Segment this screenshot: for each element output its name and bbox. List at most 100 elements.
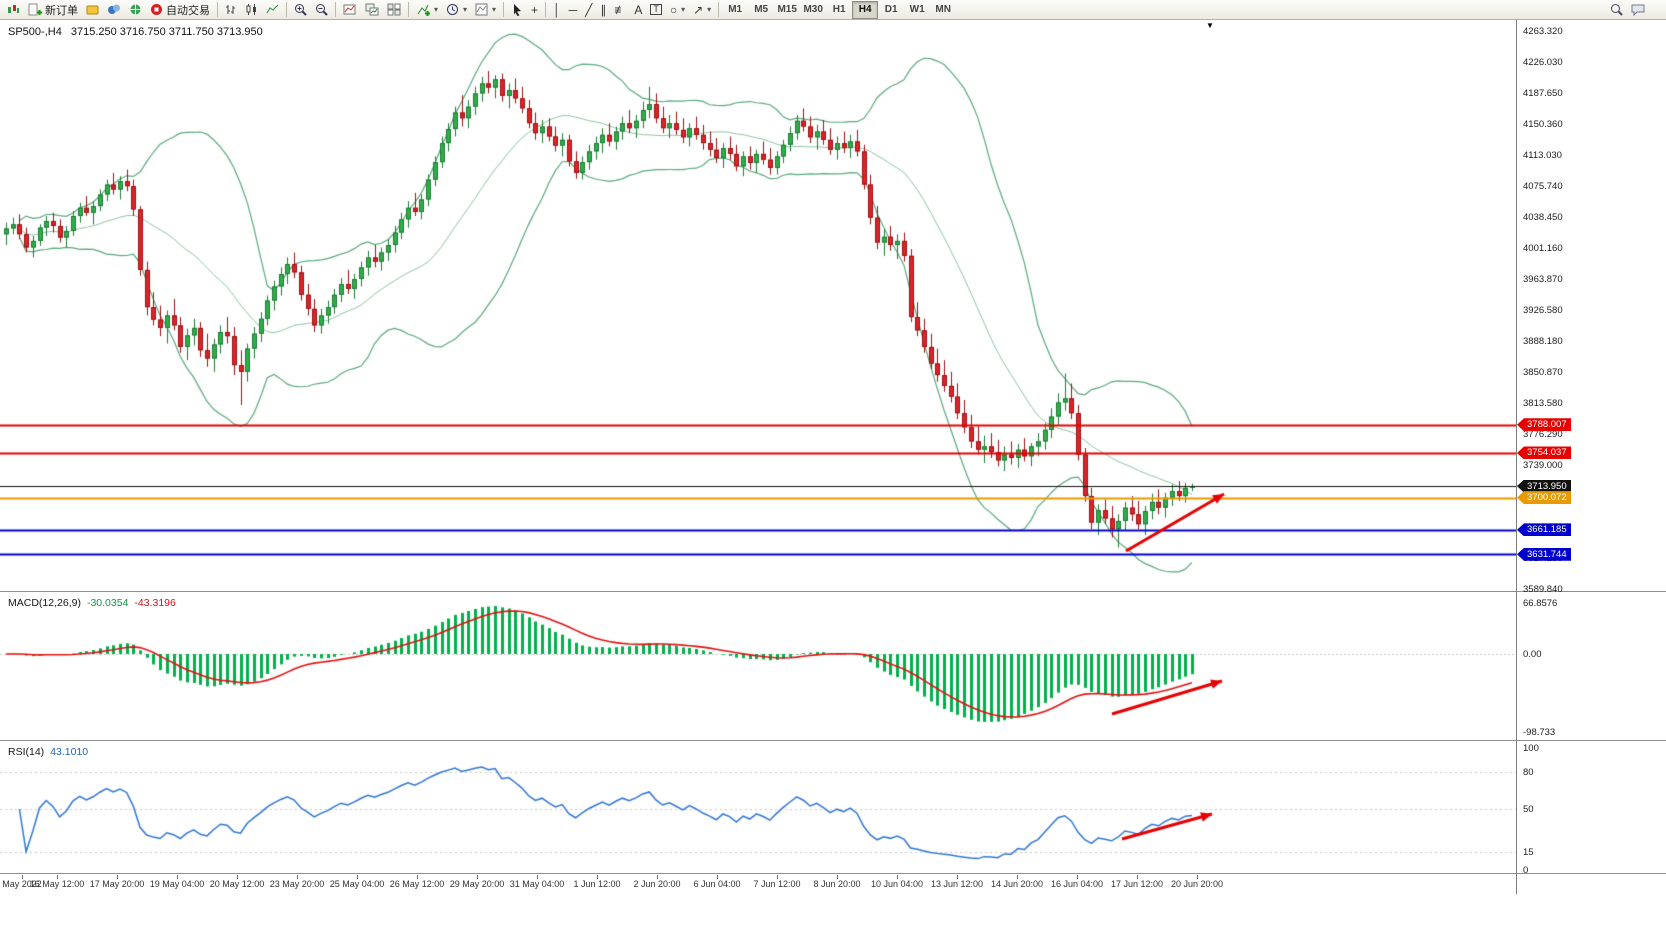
text-tool-button[interactable]: A — [634, 2, 643, 17]
main-toolbar: 新订单 自动交易 ▾ ▾ — [0, 0, 1666, 20]
rsi-canvas[interactable] — [0, 742, 1516, 874]
timeframe-button-m15[interactable]: M15 — [777, 4, 797, 15]
time-axis-tick — [957, 875, 958, 879]
time-axis-tick — [537, 875, 538, 879]
price-axis-label: 3776.290 — [1523, 429, 1563, 440]
time-axis-label: 16 May 12:00 — [29, 879, 85, 889]
macd-axis-label: 0.00 — [1523, 649, 1542, 660]
time-axis-tick — [597, 875, 598, 879]
time-axis-label: 10 Jun 04:00 — [870, 879, 924, 889]
fibonacci-button[interactable]: ≢ — [614, 2, 627, 17]
notifications-button[interactable] — [1627, 1, 1649, 19]
candlestick-icon — [246, 4, 256, 15]
new-chart-button[interactable] — [339, 1, 361, 19]
time-axis-label: 17 Jun 12:00 — [1110, 879, 1164, 889]
main-chart-canvas[interactable] — [0, 20, 1516, 592]
timeframe-button-d1[interactable]: D1 — [884, 4, 898, 15]
new-chart-icon — [343, 4, 356, 15]
candlestick-button[interactable] — [241, 1, 262, 19]
line-chart-icon — [266, 4, 279, 14]
cursor-button[interactable] — [507, 1, 527, 19]
crosshair-button[interactable]: + — [531, 2, 539, 17]
time-axis-tick — [22, 875, 23, 879]
tile-windows-button[interactable] — [383, 1, 405, 19]
time-axis-label: 25 May 04:00 — [329, 879, 385, 889]
price-axis-label: 3813.580 — [1523, 398, 1563, 409]
timeframe-button-m1[interactable]: M1 — [728, 4, 743, 15]
toolbar-separator — [718, 2, 720, 17]
timeframe-button-m30[interactable]: M30 — [803, 4, 823, 15]
horizontal-line-button[interactable]: ─ — [568, 2, 578, 17]
time-axis-label: 23 May 20:00 — [269, 879, 325, 889]
rsi-name: RSI(14) — [8, 746, 45, 758]
data-window-icon — [108, 4, 120, 14]
bar-chart-icon — [226, 5, 235, 14]
timeframe-button-h1[interactable]: H1 — [832, 4, 846, 15]
shapes-button[interactable]: ○ ▾ — [666, 1, 689, 19]
navigator-button[interactable] — [125, 1, 146, 19]
templates-button[interactable]: ▾ — [471, 1, 500, 19]
clock-icon — [447, 4, 459, 15]
search-icon — [1611, 4, 1623, 16]
price-axis-label: 4150.360 — [1523, 119, 1563, 130]
macd-canvas[interactable] — [0, 593, 1516, 741]
line-chart-button[interactable] — [262, 1, 283, 19]
macd-value: -30.0354 — [86, 597, 129, 609]
charts-app-icon[interactable] — [3, 1, 24, 19]
arrows-tool-button[interactable]: ↗ ▾ — [689, 1, 715, 19]
market-watch-icon — [86, 5, 99, 15]
macd-name: MACD(12,26,9) — [8, 597, 81, 609]
price-level-badge: 3788.007 — [1517, 418, 1571, 432]
time-axis-tick — [177, 875, 178, 879]
zoom-in-button[interactable] — [290, 1, 311, 19]
bar-chart-button[interactable] — [221, 1, 241, 19]
new-order-button[interactable]: 新订单 — [24, 1, 82, 19]
time-axis-tick — [1017, 875, 1018, 879]
zoom-out-button[interactable] — [311, 1, 332, 19]
vertical-line-button[interactable]: │ — [553, 2, 561, 17]
cascade-windows-button[interactable] — [361, 1, 383, 19]
time-axis-tick — [657, 875, 658, 879]
time-axis-tick — [117, 875, 118, 879]
price-axis-label: 4001.160 — [1523, 243, 1563, 254]
time-axis-tick — [1077, 875, 1078, 879]
dropdown-icon: ▾ — [463, 5, 468, 14]
macd-signal-value: -43.3196 — [134, 597, 176, 609]
price-axis-label: 3926.580 — [1523, 305, 1563, 316]
rsi-panel: RSI(14) 43.1010 100 80 50 15 0 — [0, 742, 1666, 876]
label-tool-button[interactable]: T — [646, 1, 666, 19]
dropdown-icon: ▾ — [492, 5, 497, 14]
autotrading-button[interactable]: 自动交易 — [146, 1, 214, 19]
timeframe-button-w1[interactable]: W1 — [909, 4, 925, 15]
price-axis-separator — [1516, 20, 1517, 894]
indicators-button[interactable]: ▾ — [412, 1, 442, 19]
time-axis-label: 2 Jun 20:00 — [633, 879, 681, 889]
price-axis-label: 4038.450 — [1523, 212, 1563, 223]
time-axis-tick — [1197, 875, 1198, 879]
toolbar-separator — [217, 2, 218, 17]
symbol-period-label: SP500-,H4 — [8, 26, 62, 38]
search-button[interactable] — [1606, 1, 1627, 19]
trendline-button[interactable]: ╱ — [585, 2, 593, 17]
time-axis-tick — [297, 875, 298, 879]
rsi-axis-label: 0 — [1523, 865, 1529, 876]
ellipse-icon: ○ — [669, 2, 678, 17]
timeframe-button-mn[interactable]: MN — [935, 4, 951, 15]
time-axis-tick — [837, 875, 838, 879]
time-axis-label: 26 May 12:00 — [389, 879, 445, 889]
dropdown-icon: ▾ — [707, 5, 712, 14]
price-axis-label: 3739.000 — [1523, 460, 1563, 471]
rsi-value: 43.1010 — [50, 746, 89, 758]
market-watch-button[interactable] — [82, 1, 103, 19]
periods-menu-button[interactable]: ▾ — [442, 1, 471, 19]
timeframe-group: M1 M5 M15 M30 H1 H4 D1 W1 MN — [722, 0, 956, 19]
time-axis[interactable]: May 2022 16 May 12:00 17 May 20:00 19 May 0… — [0, 875, 1666, 894]
chart-shift-marker[interactable]: ▼ — [1206, 21, 1214, 30]
timeframe-button-m5[interactable]: M5 — [754, 4, 769, 15]
symbol-ohlc-label: SP500-,H4 3715.250 3716.750 3711.750 371… — [8, 26, 263, 38]
macd-axis-label: 66.8576 — [1523, 598, 1558, 609]
timeframe-button-h4[interactable]: H4 — [852, 0, 879, 19]
channel-button[interactable]: ∥ — [600, 2, 607, 17]
globe-icon — [130, 4, 141, 15]
data-window-button[interactable] — [103, 1, 125, 19]
